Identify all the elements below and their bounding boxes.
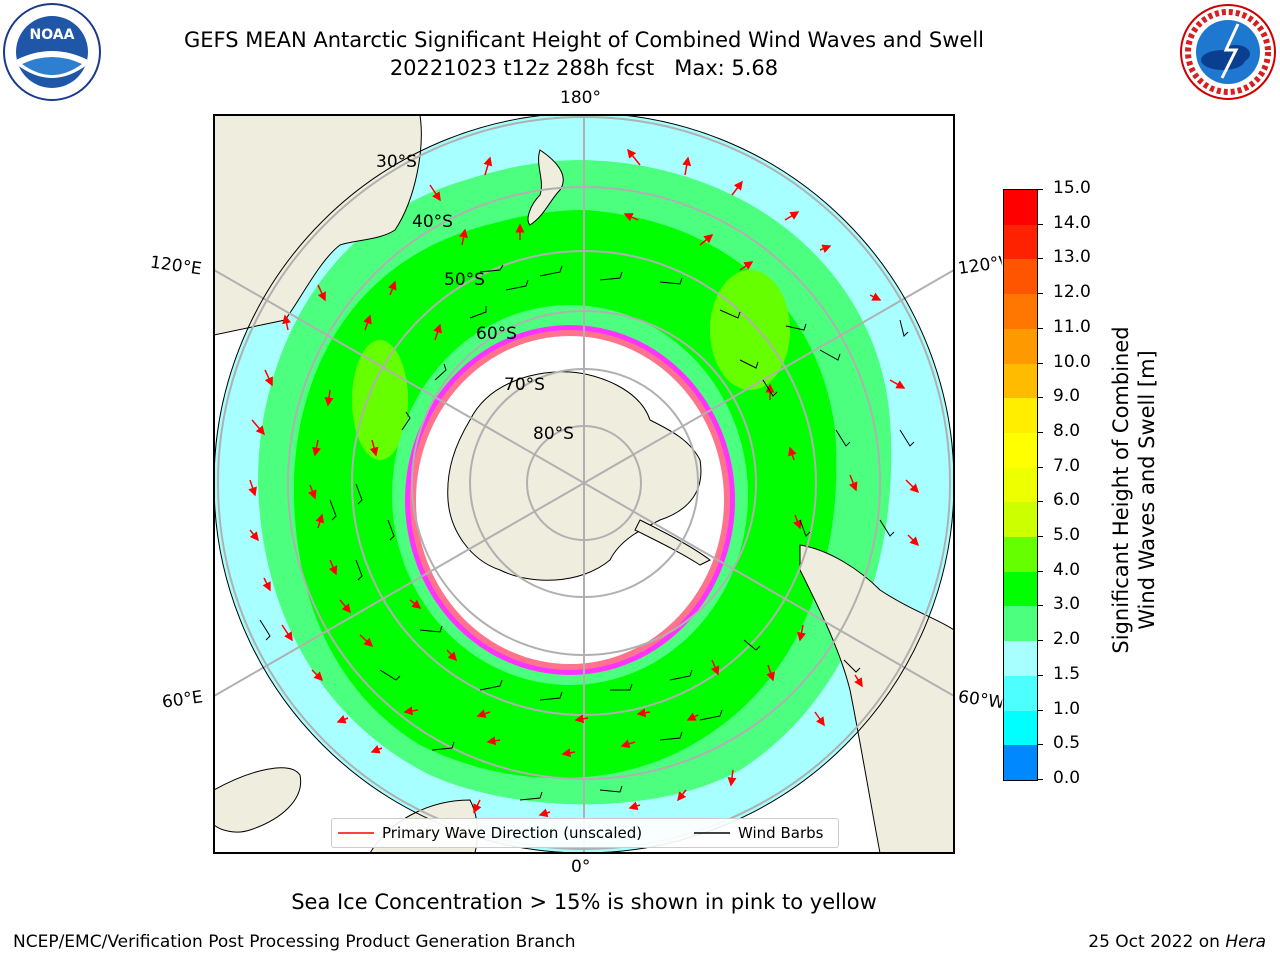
wave-patch-5m <box>710 270 790 390</box>
colorbar-tick-mark <box>1037 605 1043 607</box>
colorbar-tick-label: 11.0 <box>1053 316 1091 337</box>
wave-patch-5m <box>352 340 408 460</box>
chart-title-line1: GEFS MEAN Antarctic Significant Height o… <box>183 28 985 52</box>
colorbar-segment <box>1004 363 1037 399</box>
colorbar-segment <box>1004 710 1037 746</box>
colorbar-segment <box>1004 606 1037 642</box>
footer-host: Hera <box>1225 932 1266 952</box>
wave-legend-swatch <box>338 832 374 834</box>
colorbar-segment <box>1004 571 1037 607</box>
wave-direction-arrows <box>248 148 920 818</box>
colorbar-segment <box>1004 641 1037 677</box>
colorbar-tick-mark <box>1037 640 1043 642</box>
colorbar-tick-mark <box>1037 674 1043 676</box>
colorbar-segment <box>1004 745 1037 781</box>
madagascar <box>214 767 302 833</box>
colorbar-tick-mark <box>1037 779 1043 780</box>
lat-label-70s: 70°S <box>504 375 545 395</box>
colorbar-tick-mark <box>1037 501 1043 503</box>
colorbar-tick-label: 15.0 <box>1053 178 1091 198</box>
colorbar-segment <box>1004 328 1037 365</box>
longitude-gridlines <box>214 115 954 853</box>
footer-left: NCEP/EMC/Verification Post Processing Pr… <box>13 932 576 952</box>
colorbar-tick-label: 9.0 <box>1053 386 1081 407</box>
colorbar-tick-label: 14.0 <box>1053 212 1091 233</box>
wave-legend-label: Primary Wave Direction (unscaled) <box>382 824 643 842</box>
lon-label-top: 180° <box>560 88 601 108</box>
australia-landmass <box>214 115 422 336</box>
colorbar-tick-mark <box>1037 223 1043 225</box>
colorbar-tick-label: 10.0 <box>1053 351 1091 372</box>
colorbar-label: Significant Height of Combined Wind Waves… <box>1104 300 1164 680</box>
colorbar-tick-mark <box>1037 362 1043 364</box>
map-frame <box>213 114 955 854</box>
footer-right: 25 Oct 2022 on Hera <box>1088 932 1266 952</box>
lat-label-60s: 60°S <box>476 324 517 344</box>
colorbar-tick-mark <box>1037 258 1043 260</box>
south-america-landmass <box>799 544 954 853</box>
colorbar-tick-label: 4.0 <box>1053 559 1081 580</box>
colorbar-tick-mark <box>1037 536 1043 538</box>
colorbar-segment <box>1004 502 1037 538</box>
colorbar-tick-mark <box>1037 570 1043 572</box>
colorbar-segment <box>1004 675 1037 712</box>
colorbar-segment <box>1004 467 1037 503</box>
colorbar-tick-mark <box>1037 293 1043 295</box>
colorbar-tick-label: 13.0 <box>1053 247 1091 268</box>
colorbar-tick-label: 2.0 <box>1053 629 1081 650</box>
lat-label-40s: 40°S <box>412 212 453 232</box>
lat-label-80s: 80°S <box>533 424 574 444</box>
noaa-logo-text: NOAA <box>30 27 75 43</box>
colorbar-tick-label: 7.0 <box>1053 455 1081 476</box>
colorbar-tick-label: 1.5 <box>1053 663 1081 684</box>
colorbar-tick-label: 1.0 <box>1053 698 1081 719</box>
nws-logo <box>1180 4 1276 100</box>
colorbar-segment <box>1004 190 1037 226</box>
colorbar-tick-mark <box>1037 466 1043 468</box>
colorbar-tick-label: 3.0 <box>1053 594 1081 615</box>
colorbar-tick-mark <box>1037 744 1043 746</box>
colorbar-tick-label: 12.0 <box>1053 282 1091 303</box>
lat-label-30s: 30°S <box>376 152 417 172</box>
colorbar-tick-label: 5.0 <box>1053 525 1081 546</box>
lat-label-50s: 50°S <box>444 270 485 290</box>
barb-legend-label: Wind Barbs <box>738 824 824 842</box>
barb-legend-swatch <box>694 832 730 834</box>
new-zealand <box>527 149 564 226</box>
colorbar-segment <box>1004 294 1037 330</box>
colorbar-tick-mark <box>1037 397 1043 399</box>
wind-barbs <box>259 264 915 801</box>
sea-ice-caption: Sea Ice Concentration > 15% is shown in … <box>291 890 877 914</box>
colorbar-tick-mark <box>1037 327 1043 329</box>
lon-label-bottom: 0° <box>571 857 591 877</box>
colorbar-segment <box>1004 537 1037 573</box>
colorbar-segment <box>1004 398 1037 434</box>
colorbar-tick-mark <box>1037 709 1043 711</box>
footer-date: 25 Oct 2022 on <box>1088 932 1220 952</box>
noaa-logo: NOAA <box>3 3 101 101</box>
colorbar-tick-label: 0.5 <box>1053 733 1081 754</box>
colorbar-segment <box>1004 224 1037 260</box>
colorbar-tick-mark <box>1037 189 1043 190</box>
map-legend: Primary Wave Direction (unscaled) Wind B… <box>331 818 839 848</box>
antarctic-peninsula <box>634 519 711 566</box>
colorbar-tick-label: 0.0 <box>1053 768 1081 788</box>
colorbar-tick-mark <box>1037 431 1043 433</box>
colorbar-label-line1: Significant Height of Combined <box>1109 326 1133 654</box>
colorbar <box>1003 189 1038 781</box>
colorbar-segment <box>1004 259 1037 295</box>
colorbar-tick-label: 6.0 <box>1053 490 1081 511</box>
colorbar-tick-label: 8.0 <box>1053 420 1081 441</box>
chart-title-line2: 20221023 t12z 288h fcst Max: 5.68 <box>389 56 779 80</box>
colorbar-label-line2: Wind Waves and Swell [m] <box>1135 350 1159 630</box>
colorbar-segment <box>1004 432 1037 469</box>
